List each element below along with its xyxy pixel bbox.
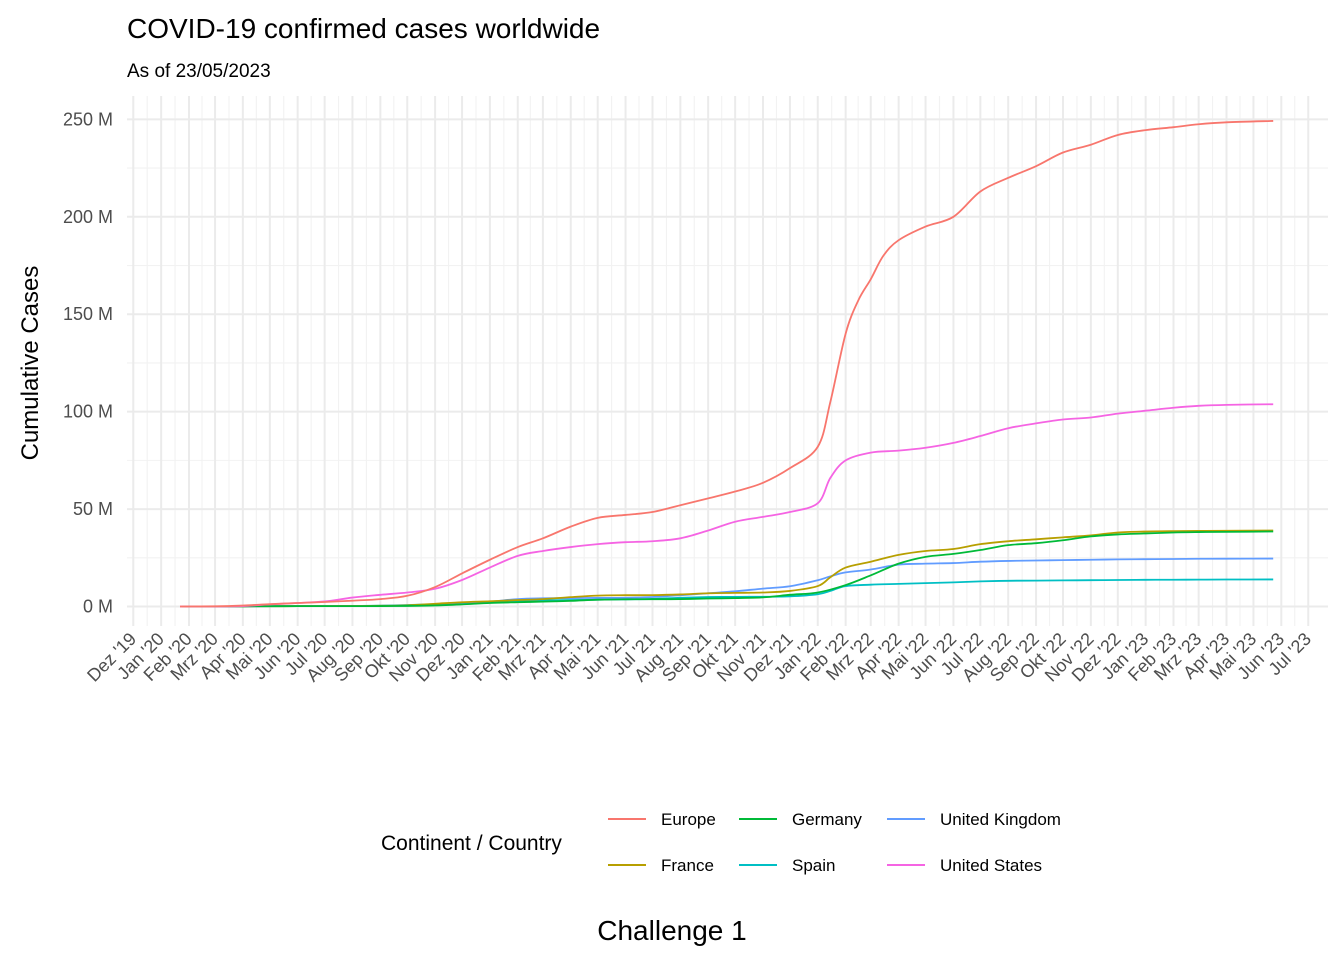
chart-caption: Challenge 1 — [597, 915, 746, 946]
legend: Europe France Germany Spain United Kingdom Un… — [608, 810, 1061, 875]
series-line-germany — [184, 530, 1274, 608]
y-axis: 0 M 50 M 100 M 150 M 200 M 250 M — [63, 109, 113, 616]
legend-title: Continent / Country — [381, 832, 562, 855]
legend-item-spain: Spain — [739, 856, 835, 875]
legend-label: United Kingdom — [940, 810, 1061, 829]
y-tick-label: 250 M — [63, 109, 113, 129]
y-tick-label: 50 M — [73, 499, 113, 519]
legend-item-united-states: United States — [887, 856, 1042, 875]
legend-item-france: France — [608, 856, 714, 875]
legend-label: United States — [940, 856, 1042, 875]
chart-title: COVID-19 confirmed cases worldwide — [127, 13, 600, 44]
y-tick-label: 200 M — [63, 207, 113, 227]
series-line-france — [181, 529, 1274, 608]
legend-item-germany: Germany — [739, 810, 862, 829]
series-line-united-kingdom — [188, 557, 1274, 608]
y-tick-label: 150 M — [63, 304, 113, 324]
y-tick-label: 100 M — [63, 402, 113, 422]
legend-item-europe: Europe — [608, 810, 716, 829]
legend-label: Europe — [661, 810, 716, 829]
grid — [127, 96, 1328, 626]
series-line-united-states — [180, 403, 1274, 608]
series-line-europe — [179, 120, 1274, 608]
legend-item-united-kingdom: United Kingdom — [887, 810, 1061, 829]
legend-label: Germany — [792, 810, 862, 829]
chart-subtitle: As of 23/05/2023 — [127, 61, 271, 82]
legend-label: France — [661, 856, 714, 875]
y-tick-label: 0 M — [83, 597, 113, 617]
legend-label: Spain — [792, 856, 835, 875]
plot-area — [179, 120, 1274, 608]
y-axis-title: Cumulative Cases — [17, 266, 44, 461]
